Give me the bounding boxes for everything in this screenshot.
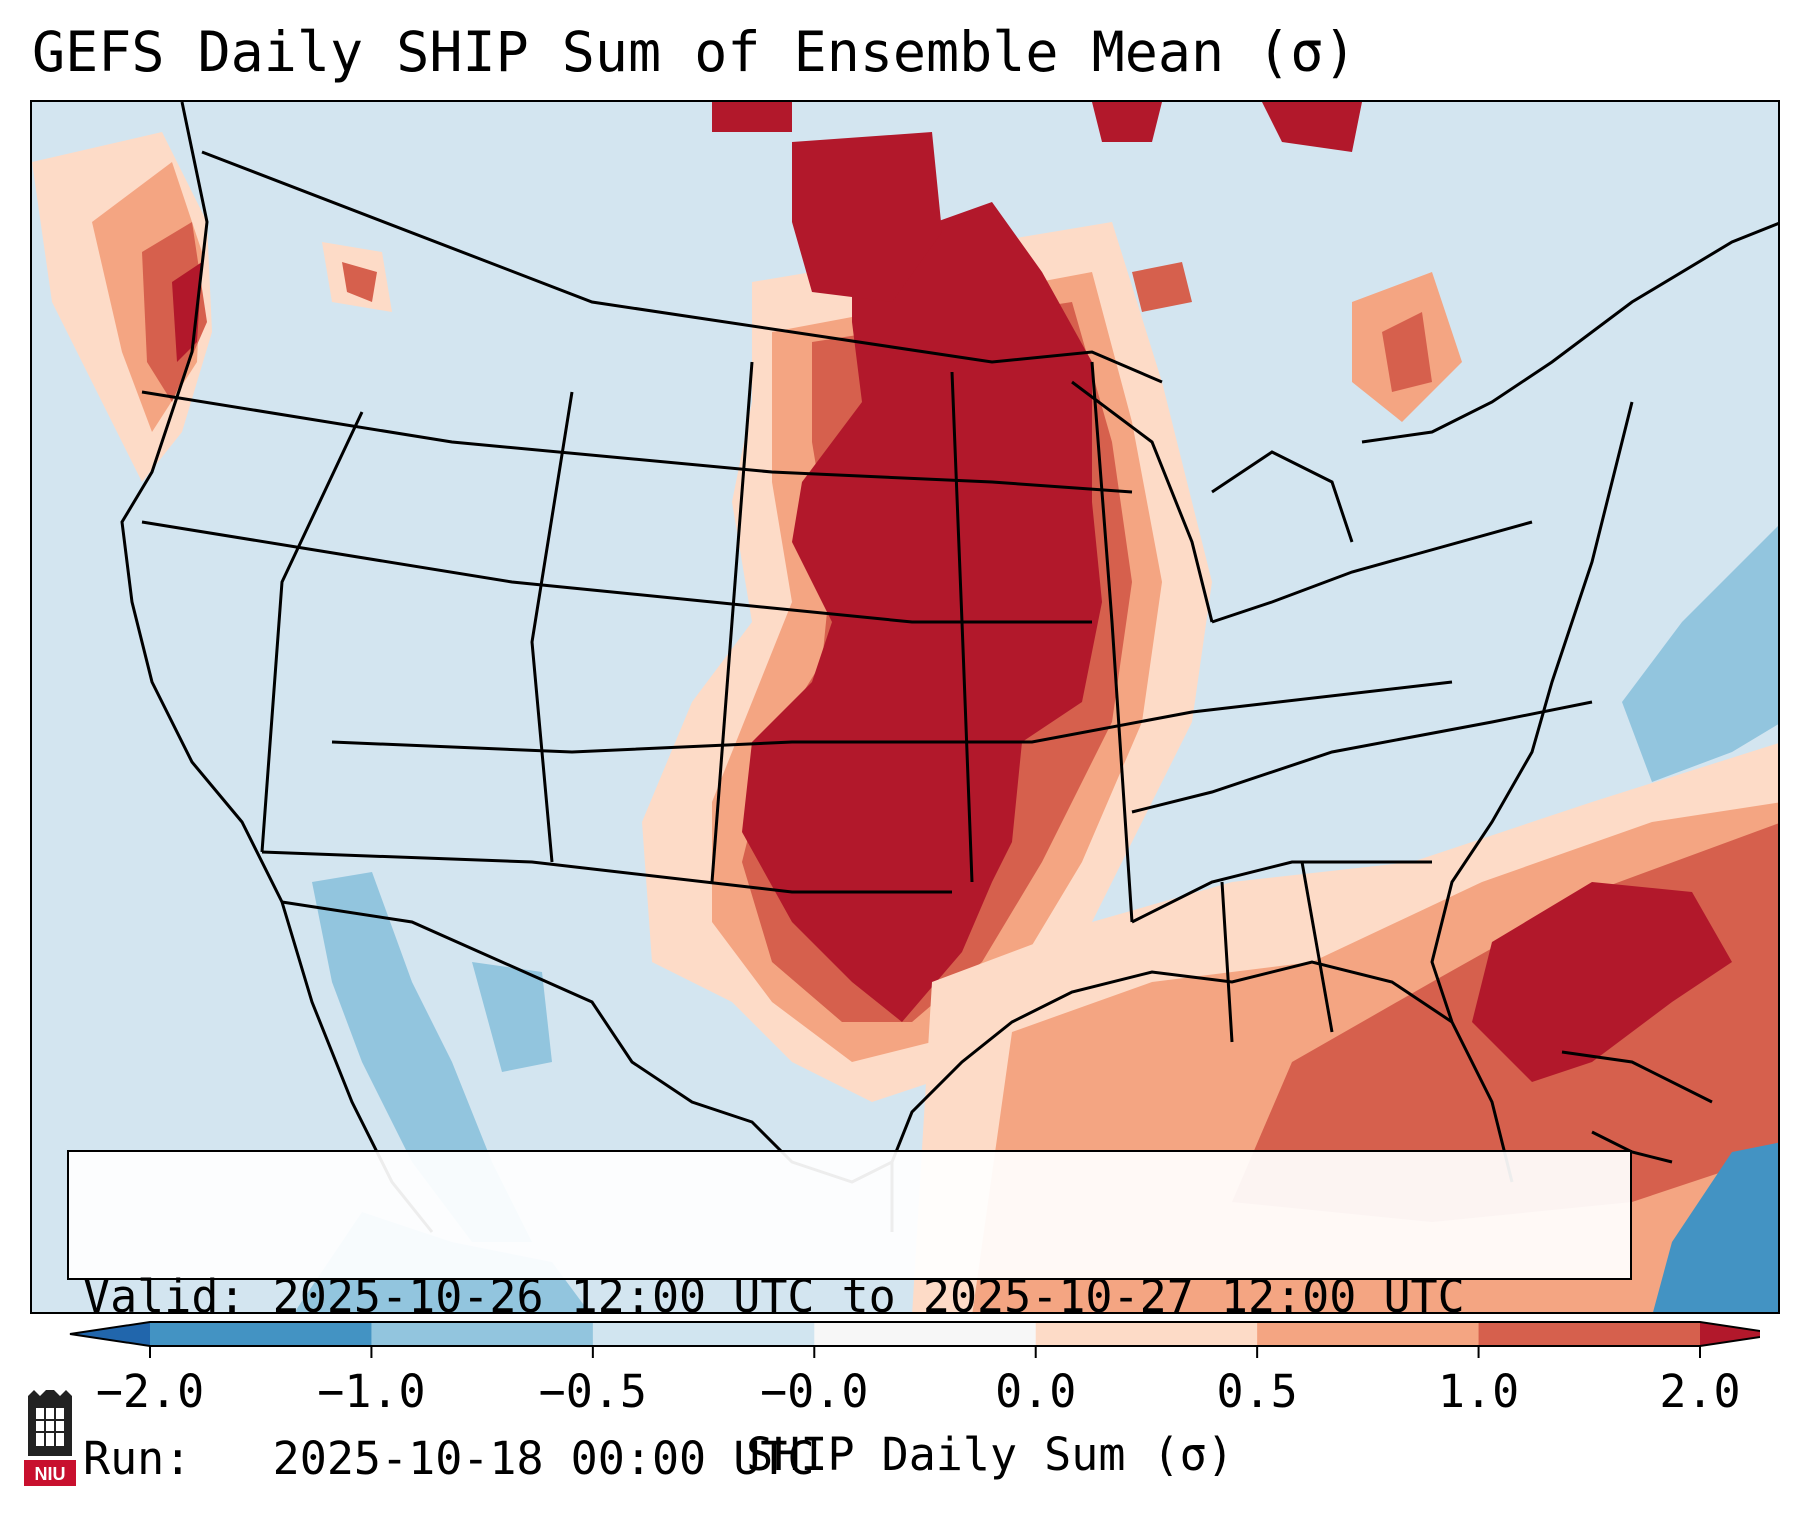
run-value: 2025-10-18 00:00 UTC (272, 1432, 815, 1485)
map-frame (30, 100, 1780, 1314)
valid-run-info-box: Valid: 2025-10-26 12:00 UTC to 2025-10-2… (67, 1150, 1632, 1485)
northern-red-patches (712, 102, 1462, 422)
colorbar-tick-label: 0.0 (995, 1365, 1077, 1418)
colorbar-segment (1035, 1322, 1258, 1346)
colorbar (69, 1321, 1760, 1358)
colorbar-tick-label: 2.0 (1659, 1365, 1741, 1418)
colorbar-tick-label: −0.0 (760, 1365, 869, 1418)
niu-logo-text: NIU (35, 1464, 66, 1484)
central-plains-anomaly (642, 202, 1212, 1102)
colorbar-tick-label: −1.0 (317, 1365, 426, 1418)
valid-value: 2025-10-26 12:00 UTC to 2025-10-27 12:00… (272, 1270, 1465, 1323)
colorbar-segment (1257, 1322, 1480, 1346)
niu-logo-icon: NIU (24, 1390, 76, 1486)
colorbar-extend-high (1700, 1322, 1760, 1346)
colorbar-tick-label: −0.5 (538, 1365, 648, 1418)
colorbar-segment (1478, 1322, 1701, 1346)
atlantic-cool-anomaly (1622, 526, 1778, 1312)
caribbean-islands (1561, 1050, 1713, 1164)
colorbar-tick-label: 0.5 (1216, 1365, 1298, 1418)
colorbar-segment (814, 1322, 1037, 1346)
colorbar-label: SHIP Daily Sum (σ) (746, 1428, 1234, 1481)
ship-anomaly-map (32, 102, 1778, 1312)
colorbar-segment (371, 1322, 594, 1346)
run-label: Run: (83, 1432, 192, 1485)
colorbar-tick-label: 1.0 (1437, 1365, 1520, 1418)
colorbar-extend-low (70, 1322, 150, 1346)
colorbar-tick-label: −2.0 (95, 1365, 205, 1418)
page-title: GEFS Daily SHIP Sum of Ensemble Mean (σ) (32, 20, 1357, 84)
pacific-northwest-anomaly (32, 132, 392, 482)
valid-line: Valid: 2025-10-26 12:00 UTC to 2025-10-2… (83, 1270, 1616, 1324)
colorbar-segment (592, 1322, 815, 1346)
colorbar-segment (150, 1322, 372, 1346)
valid-label: Valid: (83, 1270, 246, 1323)
run-line: Run: 2025-10-18 00:00 UTC (83, 1432, 1616, 1486)
state-boundaries (120, 102, 1778, 1233)
